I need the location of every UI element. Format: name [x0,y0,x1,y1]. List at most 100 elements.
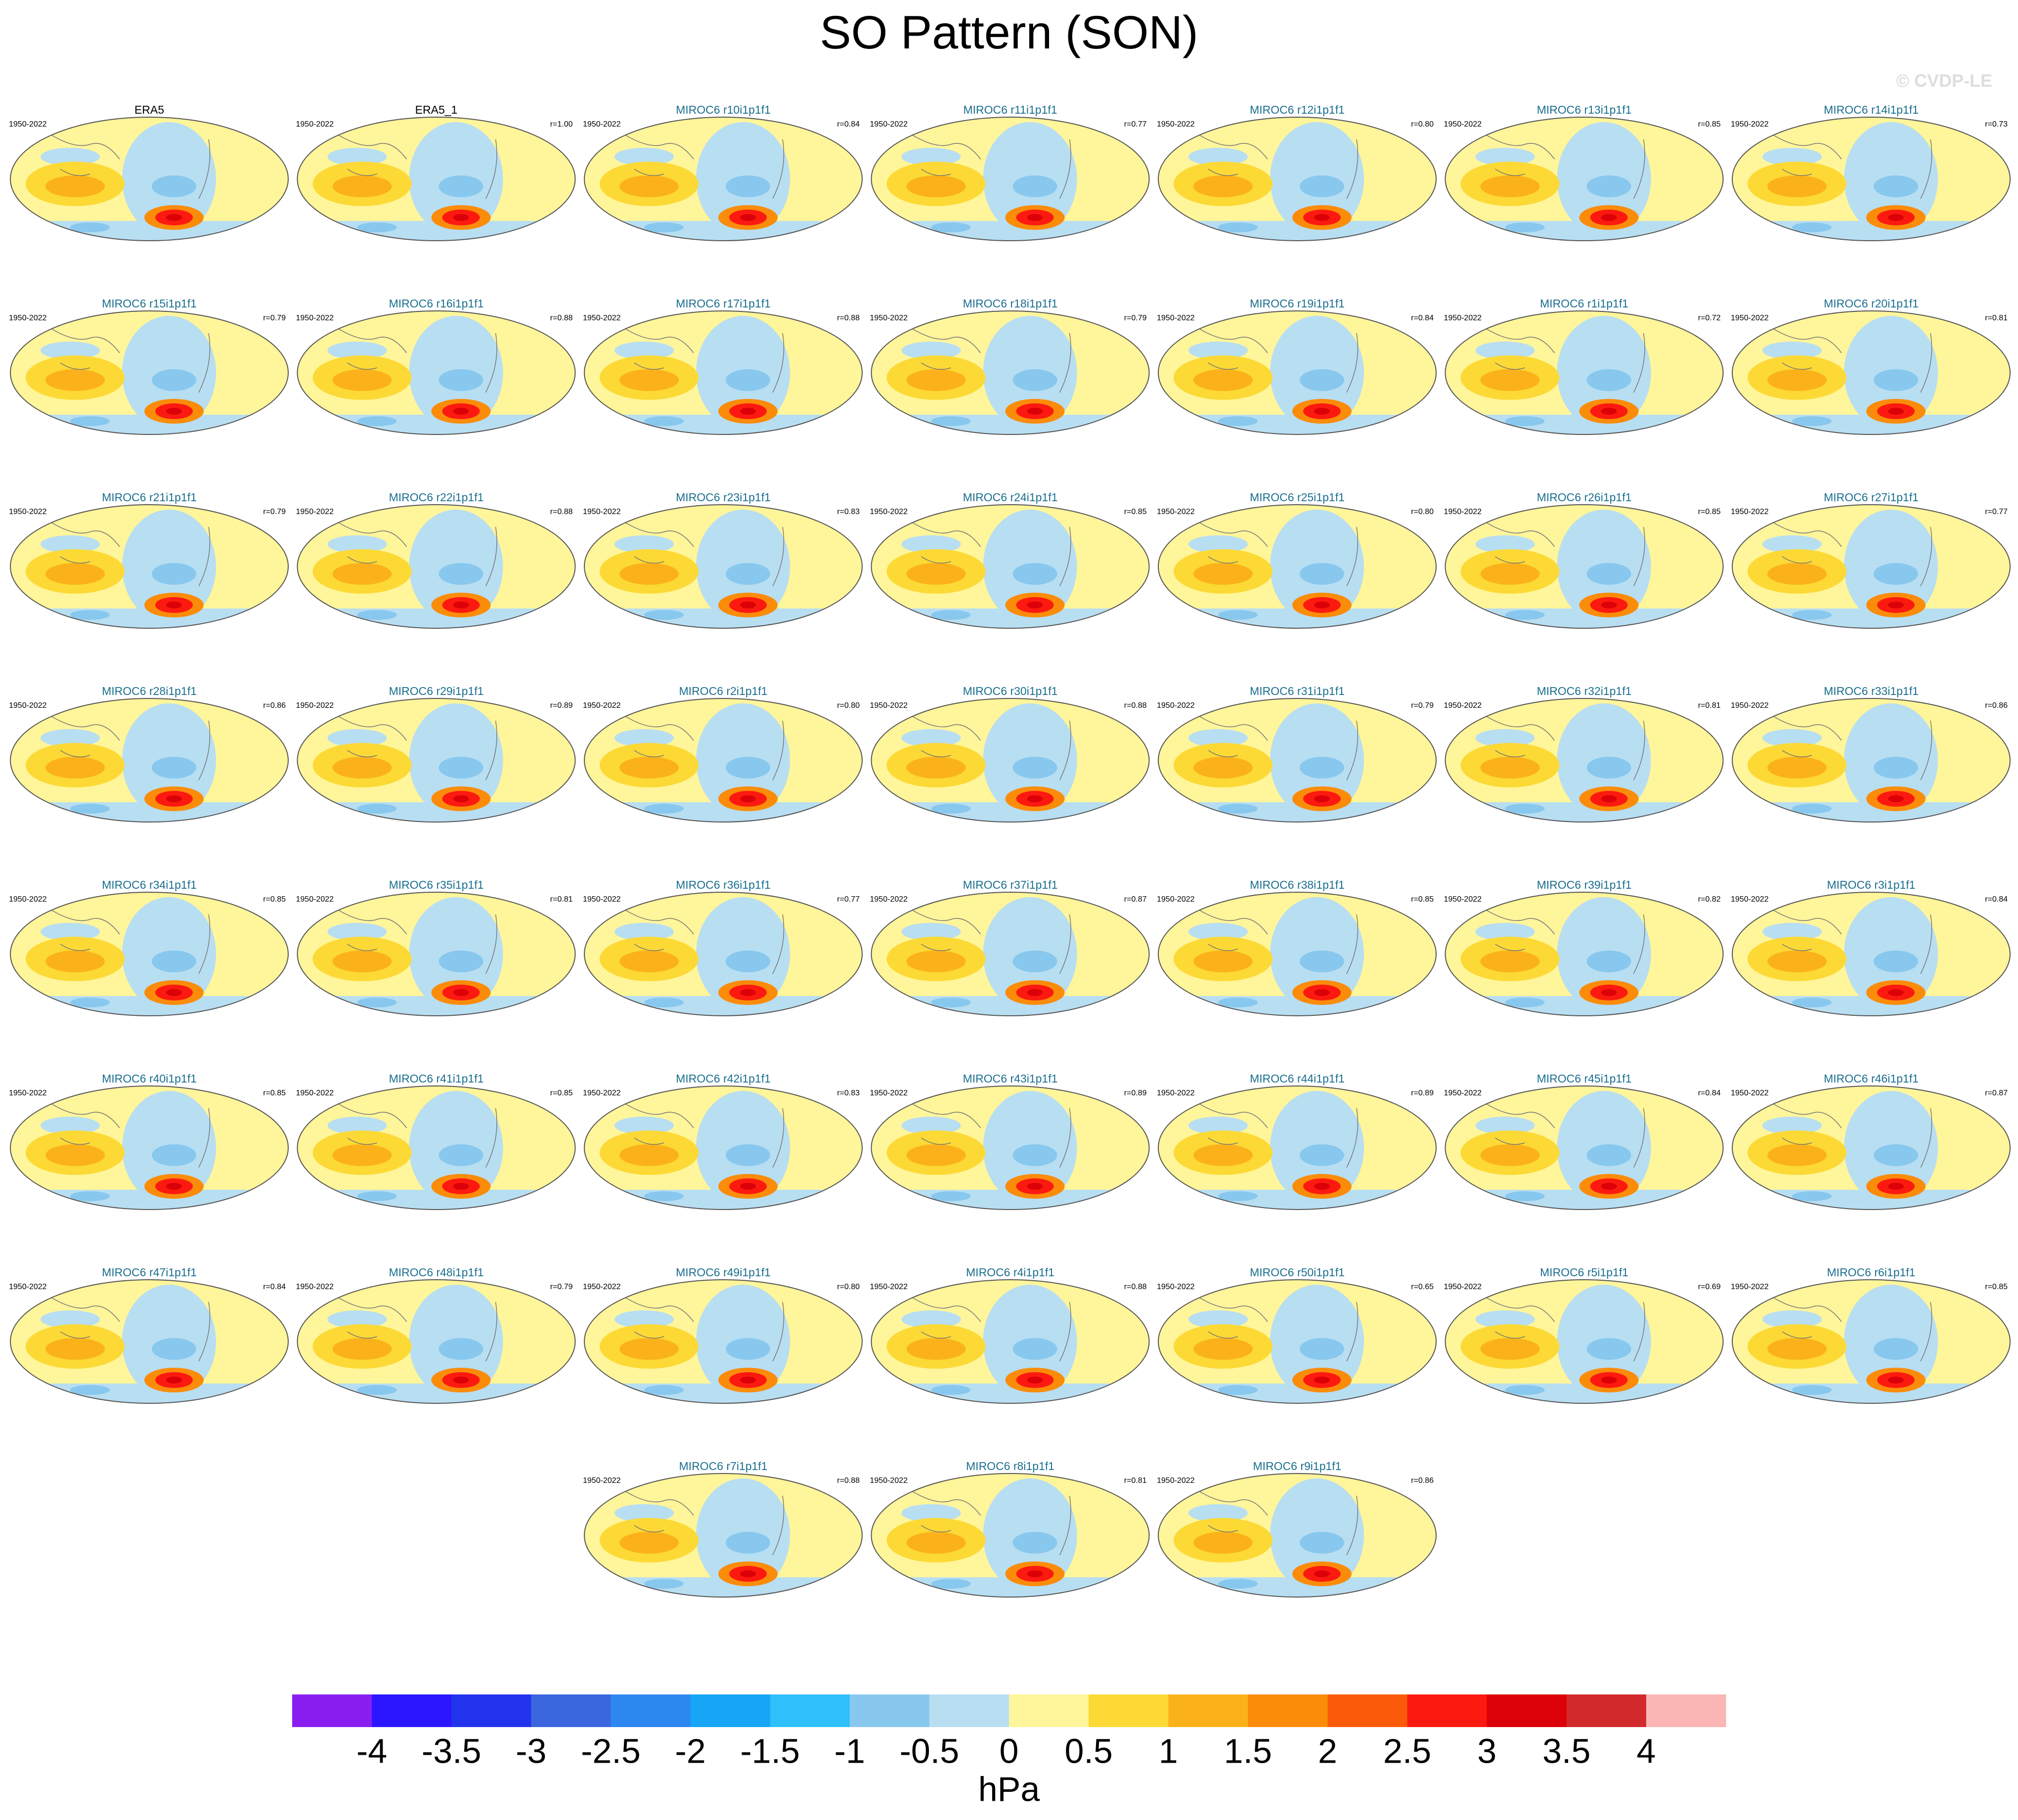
colorbar-box [1487,1694,1567,1727]
map-panel [1728,890,2015,1021]
colorbar-tick-label: 3 [1477,1732,1496,1770]
panel-r: r=0.80 [837,701,860,710]
panel-years: 1950-2022 [870,120,908,129]
panel-r: r=0.80 [1411,508,1434,516]
map-panel [867,502,1154,633]
map-panel [1154,890,1441,1021]
panel-title: MIROC6 r46i1p1f1 [1824,1072,1919,1085]
panel-years: 1950-2022 [583,314,621,322]
panel-title: MIROC6 r20i1p1f1 [1824,297,1919,310]
panel-r: r=0.86 [1411,1476,1434,1485]
panel-title: ERA5_1 [415,103,458,116]
colorbar-tick-label: 2 [1318,1732,1337,1770]
panel-years: 1950-2022 [296,1283,334,1291]
panel-title: MIROC6 r42i1p1f1 [676,1072,771,1085]
panel-years: 1950-2022 [1157,120,1195,129]
panel-r: r=0.83 [837,508,860,516]
panel-r: r=0.79 [1411,701,1434,710]
map-panel [867,1471,1154,1602]
map-panel [1728,1277,2015,1408]
panel-years: 1950-2022 [9,314,47,322]
panel-title: MIROC6 r14i1p1f1 [1824,103,1919,116]
panel-title: MIROC6 r25i1p1f1 [1250,491,1345,504]
panel-title: MIROC6 r37i1p1f1 [963,878,1058,891]
map-panel [1154,696,1441,827]
panel-years: 1950-2022 [1731,1089,1769,1097]
panel-years: 1950-2022 [583,508,621,516]
panel-title: MIROC6 r9i1p1f1 [1253,1460,1342,1473]
panel-r: r=0.88 [550,314,573,322]
colorbar-tick-label: 3.5 [1542,1732,1590,1770]
map-panel [867,308,1154,439]
map-panel [580,1471,867,1602]
panel-r: r=0.85 [1985,1283,2008,1291]
panel-years: 1950-2022 [583,120,621,129]
colorbar-box [929,1694,1009,1727]
panel-title: MIROC6 r30i1p1f1 [963,685,1058,697]
panel-r: r=0.85 [1411,895,1434,904]
panel-r: r=0.85 [1124,508,1147,516]
panel-title: MIROC6 r26i1p1f1 [1537,491,1632,504]
panel-title: ERA5 [134,103,164,116]
map-panel [293,890,580,1021]
panel-years: 1950-2022 [296,314,334,322]
panel-title: MIROC6 r19i1p1f1 [1250,297,1345,310]
colorbar-tick-label: -2.5 [581,1732,641,1770]
colorbar-box [1407,1694,1488,1727]
map-panel [580,696,867,827]
colorbar-tick-label: 1 [1159,1732,1178,1770]
panel-years: 1950-2022 [1444,895,1482,904]
colorbar-tick-label: -1 [834,1732,865,1770]
map-panel [580,115,867,246]
panel-r: r=0.79 [1124,314,1147,322]
panel-r: r=0.85 [550,1089,573,1097]
map-panel [580,1083,867,1214]
panel-title: MIROC6 r2i1p1f1 [679,685,768,697]
panel-r: r=0.85 [263,1089,286,1097]
panel-years: 1950-2022 [9,508,47,516]
map-panel [580,1277,867,1408]
map-panel [293,696,580,827]
panel-r: r=0.84 [263,1283,286,1291]
map-panel [867,1277,1154,1408]
panel-r: r=0.85 [263,895,286,904]
panel-r: r=0.80 [1411,120,1434,129]
panel-r: r=0.79 [550,1283,573,1291]
map-panel [1728,1083,2015,1214]
panel-years: 1950-2022 [1444,701,1482,710]
colorbar-tick-label: -1.5 [740,1732,800,1770]
panel-r: r=0.79 [263,508,286,516]
panel-title: MIROC6 r5i1p1f1 [1540,1266,1628,1279]
panel-title: MIROC6 r10i1p1f1 [676,103,771,116]
colorbar-box [1646,1694,1726,1727]
panel-years: 1950-2022 [870,1283,908,1291]
panel-title: MIROC6 r12i1p1f1 [1250,103,1345,116]
panel-years: 1950-2022 [1157,1089,1195,1097]
panel-r: r=0.72 [1698,314,1721,322]
map-panel [1441,502,1728,633]
panel-title: MIROC6 r11i1p1f1 [963,103,1057,116]
panel-years: 1950-2022 [1157,314,1195,322]
colorbar-tick-label: 2.5 [1383,1732,1431,1770]
map-panel [580,308,867,439]
map-panel [6,1277,293,1408]
panel-title: MIROC6 r27i1p1f1 [1824,491,1919,504]
panel-r: r=1.00 [550,120,573,129]
colorbar-box [611,1694,691,1727]
panel-years: 1950-2022 [1731,120,1769,129]
map-panel [6,1083,293,1214]
map-panel [293,308,580,439]
panel-title: MIROC6 r50i1p1f1 [1250,1266,1345,1279]
map-panel [1441,1277,1728,1408]
panel-r: r=0.88 [1124,701,1147,710]
panel-years: 1950-2022 [1444,1089,1482,1097]
map-panel [1441,890,1728,1021]
map-panel [1728,115,2015,246]
colorbar-box [1248,1694,1328,1727]
panel-r: r=0.89 [1124,1089,1147,1097]
panel-title: MIROC6 r1i1p1f1 [1540,297,1628,310]
map-panel [580,890,867,1021]
colorbar-tick-label: -0.5 [900,1732,960,1770]
panel-r: r=0.85 [1698,120,1721,129]
panel-r: r=0.65 [1411,1283,1434,1291]
